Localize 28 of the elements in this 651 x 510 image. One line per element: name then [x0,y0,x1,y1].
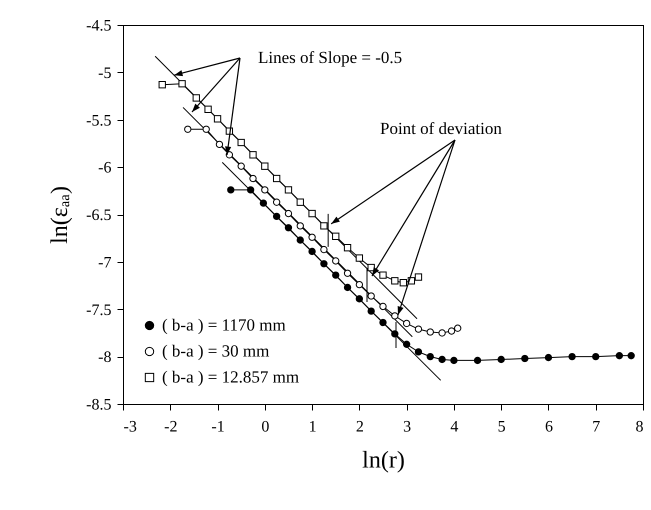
x-tick-label: 3 [403,418,412,436]
legend-label: ( b-a ) = 12.857 mm [162,368,300,386]
y-tick-label: -6 [98,160,112,177]
x-tick-label: 6 [544,418,553,436]
legend-label: ( b-a ) = 30 mm [162,342,270,360]
x-tick-label: 7 [592,418,600,436]
y-tick-label: -8 [98,349,112,366]
x-tick-label: -2 [164,418,178,436]
x-tick-label: -3 [124,418,137,436]
x-tick-label: -1 [211,418,225,436]
x-tick-label: 8 [636,418,644,436]
y-tick-label: -6.5 [86,207,112,224]
y-tick-label: -4.5 [86,18,112,34]
y-tick-label: -7 [98,254,112,272]
x-tick-label: 0 [261,418,270,436]
legend-label: ( b-a ) = 1170 mm [162,316,286,334]
x-tick-label: 5 [498,418,506,436]
y-axis-title: ln(εₐₐ) [47,186,74,244]
annotation: Lines of Slope = -0.5 [258,48,402,67]
x-tick-label: 4 [450,418,458,436]
x-axis-title: ln(r) [362,448,405,474]
annotation: Point of deviation [380,119,502,138]
y-tick-label: -7.5 [86,302,112,319]
y-tick-label: -5 [98,64,112,82]
y-tick-label: -5.5 [86,112,112,130]
x-tick-label: 2 [356,418,364,436]
y-tick-label: -8.5 [86,396,112,414]
x-tick-label: 1 [308,418,317,436]
